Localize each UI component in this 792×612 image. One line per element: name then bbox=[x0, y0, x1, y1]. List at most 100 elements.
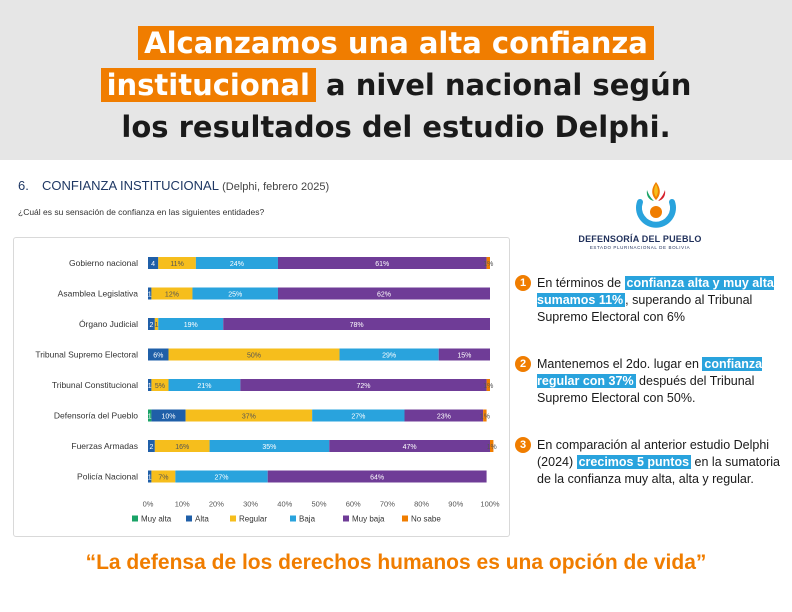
data-label: 2 bbox=[149, 444, 153, 451]
bar-segment bbox=[483, 409, 487, 422]
bar-segment bbox=[192, 287, 278, 300]
data-label: 2 bbox=[149, 322, 153, 329]
data-label: 23% bbox=[437, 414, 451, 421]
bar-segment bbox=[151, 379, 169, 391]
x-tick-label: 70% bbox=[380, 500, 395, 509]
data-label: 35% bbox=[262, 444, 276, 451]
category-label: Asamblea Legislativa bbox=[58, 289, 139, 299]
bar-segment bbox=[267, 470, 487, 483]
category-label: Tribunal Constitucional bbox=[52, 380, 138, 390]
data-label: 1% bbox=[483, 261, 493, 268]
bar-segment bbox=[277, 287, 490, 300]
data-label: 25% bbox=[228, 292, 242, 299]
data-label: 47% bbox=[403, 444, 417, 451]
bar-segment bbox=[277, 257, 487, 269]
bar-segment bbox=[175, 470, 268, 483]
data-label: 1 bbox=[148, 292, 152, 299]
category-label: Tribunal Supremo Electoral bbox=[35, 350, 138, 360]
bar-segment bbox=[312, 409, 405, 422]
x-tick-label: 80% bbox=[414, 500, 429, 509]
data-label: 5% bbox=[155, 383, 165, 390]
point-3-text-a: En comparación al anterior estudio Delph… bbox=[537, 438, 770, 469]
chart-title: 6. CONFIANZA INSTITUCIONAL (Delphi, febre… bbox=[18, 178, 329, 193]
bar-segment bbox=[151, 409, 186, 422]
x-tick-label: 30% bbox=[243, 500, 258, 509]
data-label: 15% bbox=[457, 353, 471, 360]
bar-segment bbox=[195, 257, 278, 269]
data-label: 50% bbox=[247, 353, 261, 360]
legend-label: Alta bbox=[195, 515, 209, 524]
bar-segment bbox=[148, 348, 169, 361]
legend-label: No sabe bbox=[411, 515, 441, 524]
x-tick-label: 10% bbox=[175, 500, 190, 509]
x-tick-label: 20% bbox=[209, 500, 224, 509]
data-label: 16% bbox=[175, 444, 189, 451]
bullet-number-1: 1 bbox=[515, 275, 531, 291]
legend-swatch bbox=[343, 515, 349, 522]
legend-label: Muy alta bbox=[141, 515, 172, 524]
data-label: 1 bbox=[155, 322, 159, 329]
stacked-bar-chart: Gobierno nacional 4 11% 24% 61% 1%Asamblea Le… bbox=[35, 257, 500, 524]
chart-subtitle: (Delphi, febrero 2025) bbox=[222, 181, 330, 193]
x-tick-label: 60% bbox=[346, 500, 361, 509]
headline-line-2: institucional a nivel nacional según bbox=[0, 66, 792, 104]
data-label: 1% bbox=[483, 383, 493, 390]
data-label: 27% bbox=[215, 475, 229, 482]
legend-swatch bbox=[230, 515, 236, 522]
bar-segment bbox=[158, 257, 196, 269]
legend-label: Baja bbox=[299, 515, 316, 524]
data-label: 29% bbox=[382, 353, 396, 360]
logo-subtitle: ESTADO PLURINACIONAL DE BOLIVIA bbox=[589, 245, 691, 250]
data-label: 7% bbox=[158, 475, 168, 482]
data-label: 6% bbox=[153, 353, 163, 360]
data-label: 62% bbox=[377, 292, 391, 299]
chart-number: 6. bbox=[18, 178, 29, 193]
bullet-number-2: 2 bbox=[515, 356, 531, 372]
bar-segment bbox=[154, 440, 210, 452]
headline-line-1: Alcanzamos una alta confianza bbox=[0, 24, 792, 62]
bar-segment bbox=[148, 379, 152, 391]
legend-swatch bbox=[186, 515, 192, 522]
x-tick-label: 100% bbox=[480, 500, 500, 509]
bar-segment bbox=[329, 440, 490, 452]
data-label: 1 bbox=[148, 414, 152, 421]
point-1-text-a: En términos de bbox=[537, 276, 625, 290]
chart-title-text: CONFIANZA INSTITUCIONAL bbox=[42, 178, 219, 193]
legend-swatch bbox=[290, 515, 296, 522]
headline-highlight-2: institucional bbox=[100, 68, 316, 102]
key-point-2: 2 Mantenemos el 2do. lugar en confianza … bbox=[515, 356, 785, 407]
bar-segment bbox=[151, 470, 176, 483]
data-label: 1% bbox=[480, 414, 490, 421]
bar-segment bbox=[339, 348, 439, 361]
data-label: 37% bbox=[242, 414, 256, 421]
legend-label: Regular bbox=[239, 515, 267, 524]
bar-segment bbox=[148, 409, 152, 422]
legend-swatch bbox=[132, 515, 138, 522]
bar-segment bbox=[240, 379, 487, 391]
x-tick-label: 50% bbox=[311, 500, 326, 509]
bar-segment bbox=[168, 379, 241, 391]
bar-segment bbox=[404, 409, 484, 422]
point-1-text-b: , superando al Tribunal Supremo Electora… bbox=[537, 293, 753, 324]
data-label: 1 bbox=[148, 383, 152, 390]
data-label: 27% bbox=[351, 414, 365, 421]
bar-segment bbox=[209, 440, 330, 452]
data-label: 24% bbox=[230, 261, 244, 268]
data-label: 72% bbox=[356, 383, 370, 390]
data-label: 10% bbox=[162, 414, 176, 421]
footer-quote: “La defensa de los derechos humanos es u… bbox=[85, 551, 707, 574]
bar-segment bbox=[185, 409, 313, 422]
x-tick-label: 40% bbox=[277, 500, 292, 509]
data-label: 61% bbox=[375, 261, 389, 268]
logo-name: DEFENSORÍA DEL PUEBLO bbox=[578, 234, 702, 244]
point-2-text-b: después del Tribunal Supremo Electoral c… bbox=[537, 374, 755, 405]
category-label: Policía Nacional bbox=[77, 472, 138, 482]
point-3-text-b: en la sumatoria de la confianza muy alta… bbox=[537, 455, 780, 486]
bar-segment bbox=[154, 318, 159, 330]
bar-segment bbox=[148, 287, 152, 300]
defensoria-logo-icon bbox=[636, 182, 676, 228]
chart-question: ¿Cuál es su sensación de confianza en la… bbox=[18, 207, 265, 217]
category-label: Defensoría del Pueblo bbox=[54, 411, 138, 421]
data-label: 4 bbox=[151, 261, 155, 268]
data-label: 21% bbox=[197, 383, 211, 390]
